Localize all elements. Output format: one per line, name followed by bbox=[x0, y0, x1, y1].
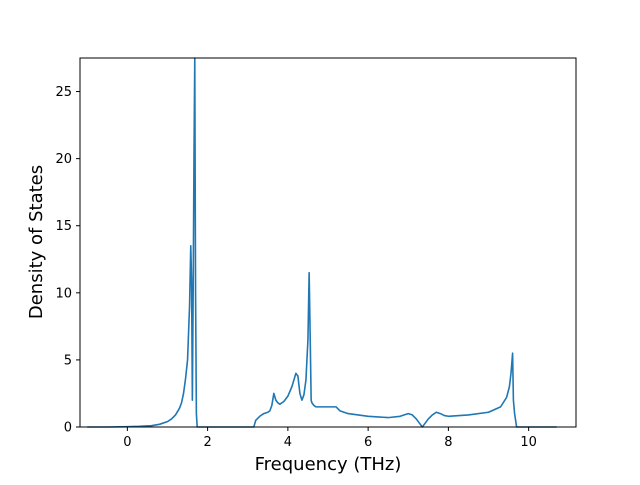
x-tick-label: 6 bbox=[364, 435, 372, 450]
y-tick-label: 20 bbox=[55, 152, 72, 167]
x-tick-label: 8 bbox=[444, 435, 452, 450]
y-tick-label: 5 bbox=[64, 353, 72, 368]
y-tick-label: 25 bbox=[55, 85, 72, 100]
plot-area bbox=[79, 57, 577, 428]
x-tick-label: 0 bbox=[123, 435, 131, 450]
y-tick-label: 0 bbox=[64, 421, 72, 436]
x-tick-label: 10 bbox=[520, 435, 537, 450]
dos-series-line-0 bbox=[87, 57, 557, 428]
x-tick-label: 2 bbox=[203, 435, 211, 450]
series-layer bbox=[87, 57, 557, 428]
y-axis-label: Density of States bbox=[26, 165, 47, 319]
x-axis-label: Frequency (THz) bbox=[255, 454, 402, 475]
y-tick-label: 15 bbox=[55, 219, 72, 234]
y-axis-ticks: 0 5 10 15 20 25 bbox=[55, 85, 80, 436]
y-tick-label: 10 bbox=[55, 286, 72, 301]
x-tick-label: 4 bbox=[284, 435, 292, 450]
axes-frame bbox=[79, 57, 577, 428]
x-axis-ticks: 0 2 4 6 8 10 bbox=[123, 427, 537, 450]
